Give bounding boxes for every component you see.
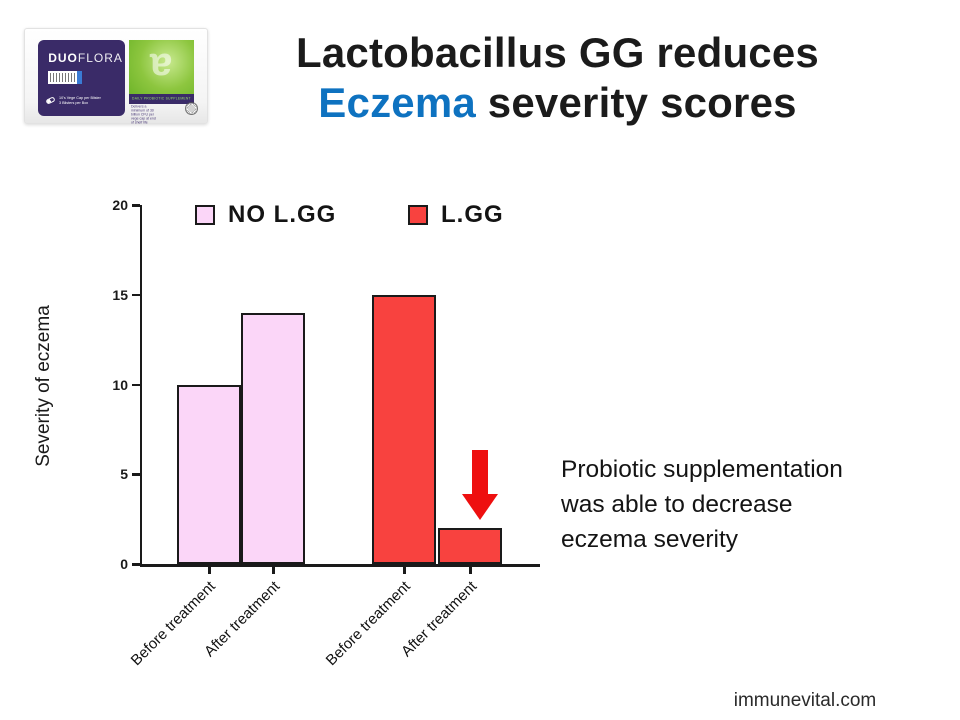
x-tick-label: Before treatment [322,578,415,670]
arrow-stem [472,450,488,495]
product-photo: DUOFLORA 10's Vege Cap per Blister 3 Bli… [24,28,208,125]
y-axis-line [139,205,142,567]
pack-size-text: 10's Vege Cap per Blister 3 Blisters per… [59,96,101,106]
x-tick [208,566,211,574]
bar-after-treatment-1 [241,312,305,564]
barcode [48,70,83,84]
banner-text: DAILY PROBIOTIC SUPPLEMENT [132,97,191,101]
y-tick [132,383,140,386]
product-green-panel: a [128,40,195,94]
x-tick [403,566,406,574]
y-tick-label: 20 [112,197,128,213]
x-axis-line [139,564,540,567]
annotation-text: Probiotic supplementation was able to de… [561,452,843,557]
y-axis-label: Severity of eczema [33,305,54,467]
product-brand: DUOFLORA [48,51,123,65]
annotation-line2: was able to decrease [561,491,793,518]
down-arrow-icon [462,450,498,520]
legend-item-l-gg: L.GG [408,201,504,228]
pack-info: 10's Vege Cap per Blister 3 Blisters per… [45,93,125,109]
y-tick-label: 10 [112,376,128,393]
y-tick [132,204,140,207]
product-front-panel: DUOFLORA 10's Vege Cap per Blister 3 Bli… [37,40,126,117]
y-tick-label: 0 [120,556,128,572]
bar-before-treatment-2 [372,294,436,564]
page-title: Lactobacillus GG reduces Eczema severity… [235,28,880,128]
certification-stamp-icon [184,101,198,115]
title-line1: Lactobacillus GG reduces [296,29,819,76]
legend-label: L.GG [441,201,504,228]
product-banner: DAILY PROBIOTIC SUPPLEMENT [128,93,195,105]
barcode-chip [77,70,83,84]
pack-line2: 3 Blisters per Box [59,101,89,106]
y-tick-label: 15 [112,286,128,303]
y-tick [132,473,140,476]
legend-swatch [195,205,215,225]
bar-after-treatment-3 [438,528,502,564]
y-tick [132,293,140,297]
product-fine-print: Delivers a minimum of 30 billion CFU per… [130,105,156,125]
pack-line1: 10's Vege Cap per Blister [59,96,102,101]
y-tick-label: 5 [120,466,128,483]
annotation-line3: eczema severity [561,526,739,553]
x-tick [272,566,275,574]
footer-url: immunevital.com [733,690,877,711]
annotation-line1: Probiotic supplementation [561,456,843,483]
x-tick-label: Before treatment [127,578,220,670]
legend-label: NO L.GG [228,201,337,228]
title-line2-rest: severity scores [475,79,797,126]
bar-before-treatment-0 [177,384,241,564]
brand-light: FLORA [77,50,123,65]
brand-bold: DUO [48,50,78,65]
barcode-lines [50,72,76,82]
legend-item-no-l-gg: NO L.GG [195,201,337,228]
y-tick [132,563,140,566]
legend-swatch [408,205,428,225]
title-highlight-eczema: Eczema [318,79,476,126]
arrow-head [462,494,498,520]
x-tick [469,566,472,574]
